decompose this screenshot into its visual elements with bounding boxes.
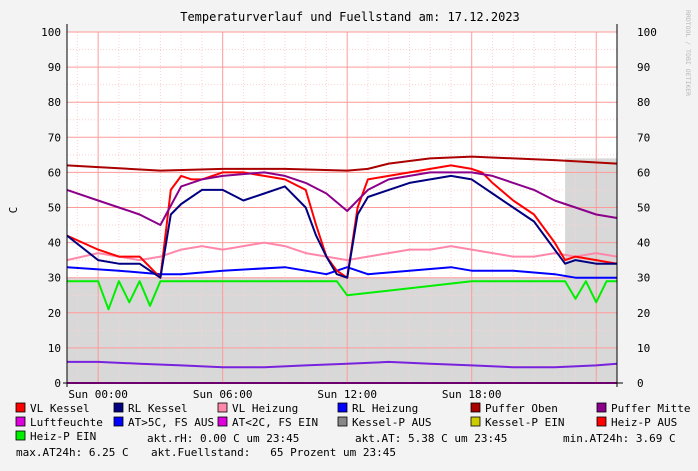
legend-swatch — [596, 402, 607, 413]
y-tick-label-right: 30 — [637, 272, 650, 285]
y-tick-label-right: 100 — [637, 26, 657, 39]
y-tick-label-right: 90 — [637, 61, 650, 74]
legend-label: RL Heizung — [352, 402, 418, 415]
legend-swatch — [113, 416, 124, 427]
y-tick-label-right: 10 — [637, 342, 650, 355]
x-tick-label: Sun 12:00 — [317, 388, 377, 401]
legend-swatch — [337, 416, 348, 427]
legend-swatch — [596, 416, 607, 427]
legend-swatch — [15, 402, 26, 413]
legend-label: VL Heizung — [232, 402, 298, 415]
legend-label: Puffer Oben — [485, 402, 558, 415]
series-line-8 — [67, 360, 618, 369]
status-at: akt.AT: 5.38 C um 23:45 — [355, 432, 507, 445]
status-fill: akt.Fuellstand: 65 Prozent um 23:45 — [151, 446, 396, 459]
legend-label: Kessel-P AUS — [352, 416, 431, 429]
y-tick-label: 40 — [48, 237, 61, 250]
legend-swatch — [15, 416, 26, 427]
grid-lines — [67, 31, 618, 384]
y-tick-label: 60 — [48, 166, 61, 179]
legend-label: AT<2C, FS EIN — [232, 416, 318, 429]
y-tick-label: 20 — [48, 307, 61, 320]
x-tick-label: Sun 18:00 — [442, 388, 502, 401]
series-line-6 — [66, 171, 618, 226]
legend: VL Kessel RL Kessel VL Heizung RL Heizung Pu… — [15, 402, 690, 443]
y-tick-label: 70 — [48, 131, 61, 144]
legend-swatch — [470, 416, 481, 427]
y-tick-label-right: 0 — [637, 377, 644, 390]
chart-title: Temperaturverlauf und Fuellstand am: 17.… — [180, 10, 520, 24]
y-tick-label: 100 — [41, 26, 61, 39]
series-line-5 — [66, 155, 618, 172]
legend-label: Heiz-P EIN — [30, 430, 96, 443]
y-tick-label: 90 — [48, 61, 61, 74]
y-tick-label: 10 — [48, 342, 61, 355]
legend-label: Puffer Mitte — [611, 402, 690, 415]
y-tick-label: 30 — [48, 272, 61, 285]
y-tick-label-right: 40 — [637, 237, 650, 250]
legend-swatch — [15, 430, 26, 441]
y-tick-label-right: 70 — [637, 131, 650, 144]
legend-label: Heiz-P AUS — [611, 416, 677, 429]
legend-label: VL Kessel — [30, 402, 90, 415]
legend-swatch — [113, 402, 124, 413]
x-tick-label: Sun 00:00 — [68, 388, 128, 401]
y-tick-label: 0 — [54, 377, 61, 390]
legend-label: AT>5C, FS AUS — [128, 416, 214, 429]
legend-label: RL Kessel — [128, 402, 188, 415]
legend-label: Kessel-P EIN — [485, 416, 564, 429]
status-min: min.AT24h: 3.69 C — [563, 432, 676, 445]
legend-swatch — [337, 402, 348, 413]
legend-label: Luftfeuchte — [30, 416, 103, 429]
axes: 0 0 10 10 20 20 30 30 40 40 50 50 60 60 70 70 80 80 90 90 10… — [41, 24, 657, 401]
legend-swatch — [217, 402, 228, 413]
legend-swatch — [470, 402, 481, 413]
y-tick-label: 80 — [48, 96, 61, 109]
y-tick-label-right: 80 — [637, 96, 650, 109]
y-axis-label: C — [7, 207, 20, 214]
series-line-2 — [66, 241, 618, 262]
series-line-0 — [67, 280, 617, 311]
status-rh: akt.rH: 0.00 C um 23:45 — [147, 432, 299, 445]
status-max: max.AT24h: 6.25 C — [16, 446, 129, 459]
x-tick-label: Sun 06:00 — [193, 388, 253, 401]
y-tick-label-right: 20 — [637, 307, 650, 320]
chart-watermark: RRDTOOL / TOBI OETIKER — [684, 10, 692, 96]
series-line-3 — [66, 164, 618, 279]
shaded-area-1 — [565, 158, 617, 383]
y-tick-label-right: 60 — [637, 166, 650, 179]
legend-swatch — [217, 416, 228, 427]
series-line-4 — [66, 174, 617, 279]
series-line-1 — [66, 266, 617, 279]
y-tick-label: 50 — [48, 202, 61, 215]
y-tick-label-right: 50 — [637, 202, 650, 215]
